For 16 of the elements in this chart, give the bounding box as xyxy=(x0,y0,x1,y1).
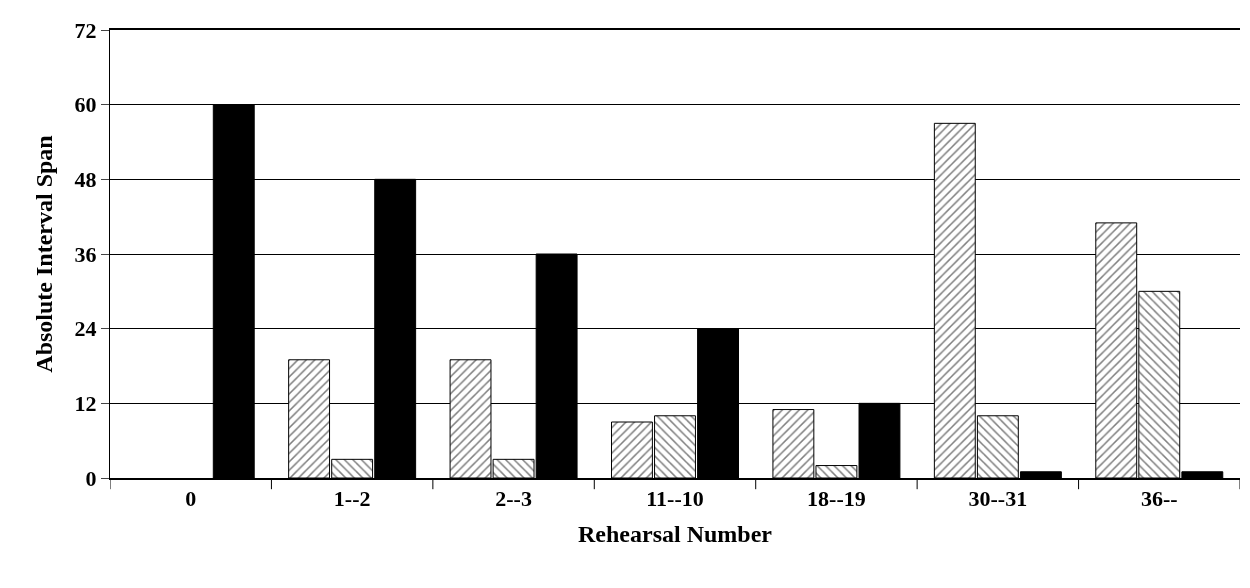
y-tick-label: 0 xyxy=(85,465,97,491)
y-tick-label: 60 xyxy=(74,92,97,118)
y-tick-label: 24 xyxy=(74,316,97,342)
y-tick-label: 36 xyxy=(74,241,97,267)
y-tick-label: 12 xyxy=(74,391,97,417)
x-tick-label: 18--19 xyxy=(807,486,866,512)
x-tick-label: 1--2 xyxy=(333,486,371,512)
y-axis-title: Absolute Interval Span xyxy=(30,135,57,373)
x-tick-label: 2--3 xyxy=(495,486,532,512)
x-tick-label: 0 xyxy=(185,486,197,512)
x-tick-label: 30--31 xyxy=(968,486,1028,512)
x-tick-label: 11--10 xyxy=(646,486,704,512)
x-axis-title: Rehearsal Number xyxy=(578,520,773,547)
x-tick-label: 36-- xyxy=(1140,486,1178,512)
y-tick-label: 48 xyxy=(74,167,97,193)
y-tick-label: 72 xyxy=(74,17,97,43)
